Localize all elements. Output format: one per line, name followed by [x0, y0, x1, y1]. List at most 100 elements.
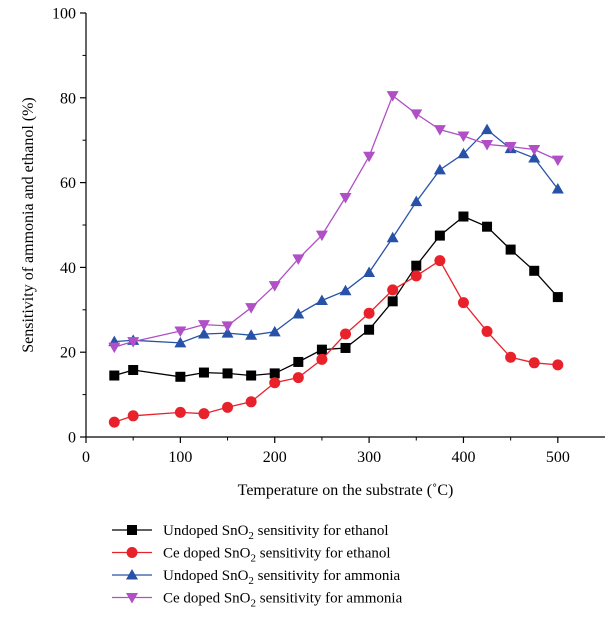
- data-point: [528, 145, 541, 156]
- data-point: [410, 195, 423, 207]
- data-point: [363, 151, 376, 163]
- data-point: [316, 344, 327, 355]
- series-2: [108, 255, 564, 428]
- data-point: [245, 396, 257, 408]
- data-point: [387, 284, 399, 296]
- data-point: [529, 265, 540, 276]
- series-1: [109, 211, 563, 382]
- data-point: [245, 329, 258, 340]
- data-point: [292, 254, 305, 265]
- data-point: [174, 336, 187, 348]
- axes: 0 100 200 300 400 500 0 20 40 60 80 100: [52, 6, 605, 466]
- data-point: [551, 182, 564, 194]
- y-tick-label: 60: [60, 175, 76, 192]
- data-point: [386, 231, 399, 243]
- data-point: [292, 308, 305, 319]
- legend-label: Undoped SnO2 sensitivity for ethanol: [163, 523, 388, 542]
- x-tick-label: 100: [168, 449, 192, 466]
- data-point: [552, 292, 563, 303]
- legend-label: Ce doped SnO2 sensitivity for ethanol: [163, 546, 391, 565]
- legend: Undoped SnO2 sensitivity for ethanol Ce d…: [112, 523, 403, 610]
- data-point: [175, 371, 186, 382]
- data-point: [457, 131, 470, 142]
- data-point: [315, 294, 328, 305]
- data-point: [481, 325, 493, 337]
- data-point: [364, 324, 375, 335]
- series-4: [108, 91, 564, 354]
- data-point: [482, 221, 493, 232]
- data-point: [551, 155, 564, 167]
- data-point: [109, 370, 120, 381]
- data-point: [528, 152, 541, 163]
- data-point: [339, 284, 352, 296]
- legend-item: Ce doped SnO2 sensitivity for ethanol: [112, 546, 391, 565]
- y-tick-label: 20: [60, 345, 76, 362]
- data-point: [433, 125, 446, 136]
- y-axis-title: Sensitivity of ammonia and ethanol (%): [20, 97, 37, 353]
- data-point: [411, 260, 422, 271]
- data-point: [198, 408, 210, 420]
- x-tick-label: 300: [357, 449, 381, 466]
- legend-label: Undoped SnO2 sensitivity for ammonia: [163, 568, 400, 587]
- legend-label: Ce doped SnO2 sensitivity for ammonia: [163, 591, 403, 610]
- data-point: [386, 91, 399, 102]
- data-point: [481, 139, 494, 151]
- data-point: [457, 147, 470, 159]
- data-point: [174, 406, 186, 418]
- data-point: [410, 109, 423, 120]
- data-point: [434, 255, 446, 267]
- data-point: [457, 297, 469, 309]
- data-point: [363, 307, 375, 319]
- data-point: [410, 270, 422, 282]
- data-point: [316, 353, 328, 365]
- plot-area: [108, 91, 564, 428]
- y-tick-label: 40: [60, 260, 76, 277]
- data-point: [197, 320, 210, 331]
- data-point: [221, 327, 234, 338]
- data-point: [108, 416, 120, 428]
- data-point: [127, 410, 139, 422]
- series-3: [108, 123, 564, 348]
- y-tick-label: 80: [60, 90, 76, 107]
- x-tick-label: 500: [546, 449, 570, 466]
- data-point: [504, 142, 517, 153]
- data-point: [198, 367, 209, 378]
- data-point: [108, 342, 121, 354]
- data-point: [528, 357, 540, 369]
- data-point: [174, 326, 187, 337]
- legend-item: Ce doped SnO2 sensitivity for ammonia: [112, 591, 403, 610]
- legend-item: Undoped SnO2 sensitivity for ethanol: [112, 523, 388, 542]
- data-point: [363, 266, 376, 277]
- data-point: [505, 351, 517, 363]
- data-point: [246, 370, 257, 381]
- data-point: [505, 244, 516, 255]
- data-point: [340, 328, 351, 340]
- data-point: [127, 337, 140, 348]
- data-point: [315, 230, 328, 242]
- data-point: [269, 377, 281, 389]
- y-tick-label: 0: [68, 430, 76, 447]
- y-tick-label: 100: [52, 6, 76, 23]
- data-point: [268, 281, 281, 292]
- series-line: [114, 215, 559, 378]
- legend-item: Undoped SnO2 sensitivity for ammonia: [112, 568, 400, 587]
- data-point: [433, 163, 446, 175]
- x-tick-label: 400: [451, 449, 475, 466]
- x-tick-label: 0: [82, 449, 90, 466]
- legend-marker: [126, 593, 138, 604]
- data-point: [340, 342, 351, 353]
- data-point: [197, 327, 210, 339]
- data-point: [293, 356, 304, 367]
- data-point: [222, 401, 234, 413]
- x-axis-title: Temperature on the substrate (˚C): [238, 482, 454, 499]
- data-point: [269, 368, 280, 379]
- data-point: [245, 303, 258, 314]
- series-line: [114, 128, 559, 344]
- data-point: [458, 211, 469, 222]
- data-point: [387, 296, 398, 307]
- legend-marker: [126, 569, 138, 580]
- data-point: [434, 230, 445, 241]
- legend-marker: [126, 547, 138, 558]
- data-point: [221, 321, 234, 332]
- data-point: [339, 192, 352, 204]
